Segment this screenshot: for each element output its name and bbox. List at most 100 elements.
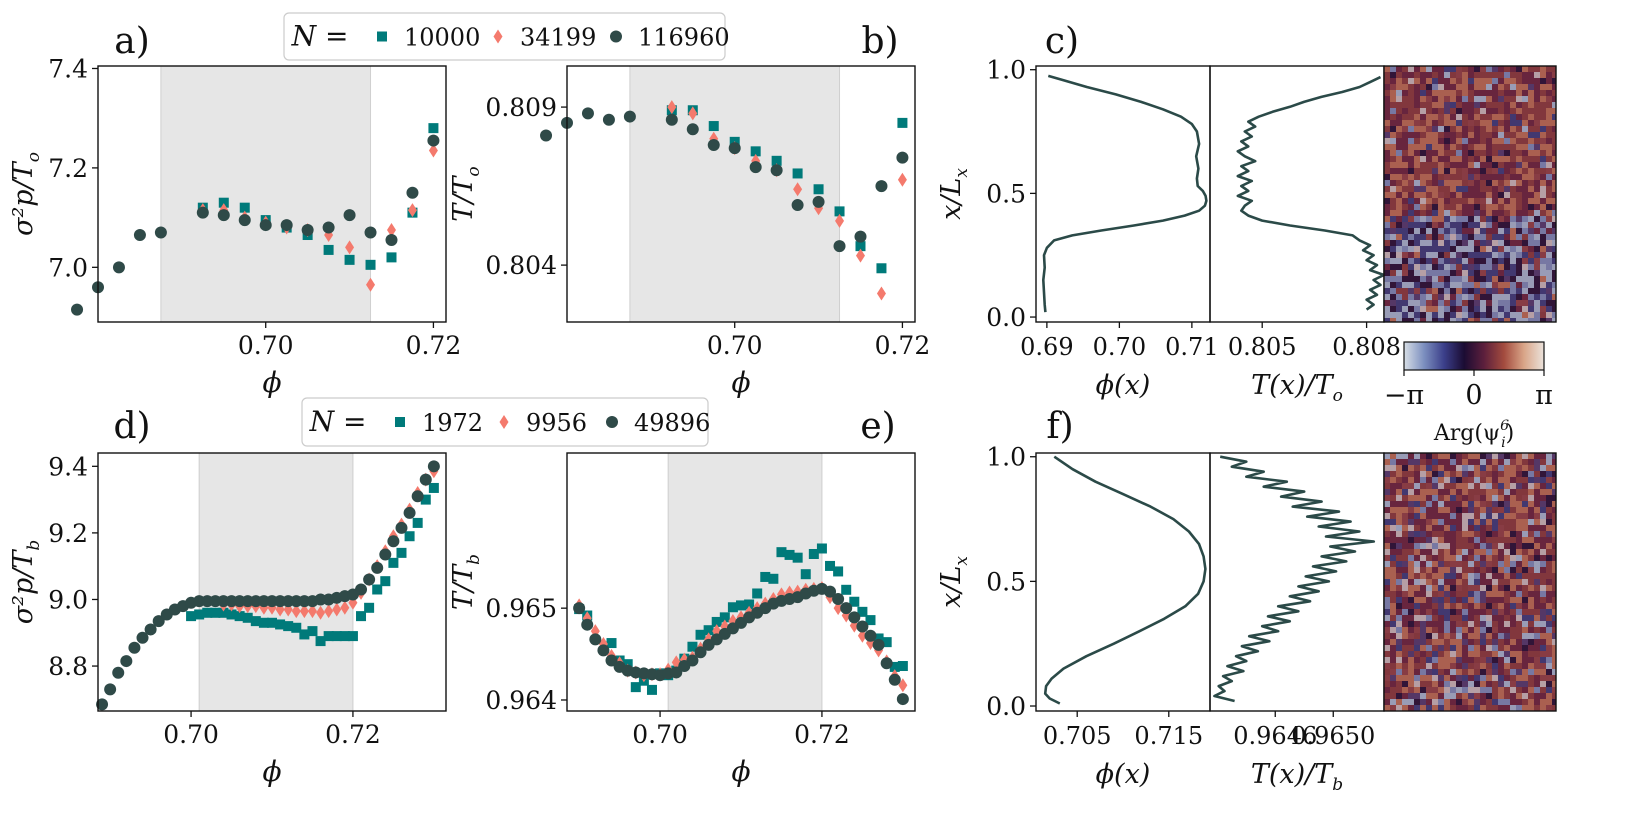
y-axis-label-text: x/Lx [936, 168, 972, 220]
panel-label-d: d) [113, 406, 150, 447]
data-point [792, 552, 803, 563]
axes-frame [566, 65, 916, 323]
colorbar-bar [1403, 341, 1545, 371]
y-tick-label: 0.964 [485, 686, 557, 715]
data-point [792, 168, 803, 179]
data-point [385, 233, 398, 246]
data-point [339, 631, 350, 642]
data-point [602, 113, 615, 126]
legend-entry-label: 49896 [634, 409, 710, 437]
y-axis-label: σ²p/Tb [8, 540, 44, 625]
x-tick-label: 0.72 [325, 720, 381, 749]
data-point [800, 569, 811, 580]
x-tick-label: 0.70 [163, 720, 219, 749]
data-point [581, 107, 594, 120]
data-point [366, 277, 376, 292]
data-point [888, 673, 901, 686]
data-point [356, 611, 367, 622]
x-tick-label: 0.70 [632, 720, 688, 749]
data-point [623, 110, 636, 123]
legend-2: N = 1972 9956 49896 [301, 397, 710, 447]
y-axis-label: x/Lx [936, 556, 972, 608]
x-axis-label: ϕ(x) [1096, 370, 1151, 401]
x-tick-label: 0.70 [1093, 333, 1146, 361]
y-tick-label: 0.5 [986, 567, 1026, 596]
data-point [768, 573, 779, 584]
y-tick-label: 9.2 [48, 519, 88, 548]
data-point [322, 221, 335, 234]
data-point [897, 661, 908, 672]
data-point [345, 240, 355, 255]
data-point [857, 606, 868, 617]
data-point [864, 629, 877, 642]
scatter-panel-a: 0.70 0.72 7.0 7.2 7.4 ϕ σ²p/To [8, 54, 461, 399]
coexistence-shade [199, 453, 353, 711]
profile-line [1213, 455, 1376, 703]
data-point [344, 254, 355, 265]
data-point [340, 600, 350, 615]
y-tick-label: 1.0 [986, 56, 1026, 85]
data-point [275, 619, 286, 630]
data-point [646, 684, 657, 695]
data-point [824, 585, 837, 598]
panel-label-e: e) [860, 406, 895, 447]
x-tick-label: 0.70 [707, 331, 763, 360]
data-point [372, 584, 383, 595]
data-point [865, 615, 876, 626]
data-point [630, 682, 641, 693]
y-axis-label: x/Lx [936, 168, 972, 220]
y-axis-label-text: x/Lx [936, 556, 972, 608]
data-point [833, 601, 843, 616]
profile-line [1043, 455, 1207, 705]
x-axis-label-text: T(x)/To [1251, 370, 1343, 406]
panel-label-f: f) [1046, 406, 1073, 447]
data-point [307, 626, 318, 637]
x-tick-label: 0.72 [794, 720, 850, 749]
data-point [120, 655, 133, 668]
y-axis-label: T/Tb [448, 554, 484, 610]
data-point [581, 618, 594, 631]
legend-entry-label: 116960 [638, 24, 730, 52]
data-point [234, 611, 245, 622]
data-point [849, 596, 860, 607]
data-point [687, 641, 698, 652]
x-axis-label: T(x)/To [1251, 370, 1343, 406]
axes-frame [1035, 452, 1211, 712]
data-point [343, 209, 356, 222]
data-point [670, 666, 683, 679]
legend-entry-label: 1972 [422, 409, 483, 437]
profile-left: 0.705 0.715 0.0 0.5 1.0 x/Lx ϕ(x) [936, 443, 1211, 790]
data-point [427, 460, 440, 473]
data-point [665, 113, 678, 126]
snapshot-texture [1384, 453, 1556, 711]
legend-entry-label: 10000 [404, 24, 480, 52]
data-point [283, 621, 294, 632]
y-tick-label: 8.8 [48, 652, 88, 681]
legend-entry-label: 34199 [520, 24, 596, 52]
data-point [667, 100, 677, 115]
data-point [112, 666, 125, 679]
snapshot-texture [1384, 459, 1552, 711]
x-tick-label: 0.705 [1043, 722, 1112, 750]
data-point [144, 623, 157, 636]
data-point [194, 609, 205, 620]
data-point [365, 259, 376, 270]
data-point [152, 615, 165, 628]
data-point [833, 240, 846, 253]
data-point [880, 657, 893, 670]
data-point [848, 611, 861, 624]
axes-frame [1035, 65, 1211, 323]
data-point [854, 230, 867, 243]
data-point [407, 203, 417, 218]
data-point [196, 206, 209, 219]
x-tick-label: 0.69 [1020, 333, 1073, 361]
y-tick-label: 7.2 [48, 154, 88, 183]
x-axis-label: ϕ [731, 366, 750, 399]
data-point [812, 195, 825, 208]
data-point [379, 548, 392, 561]
data-point [380, 576, 391, 587]
data-point [605, 654, 618, 667]
panel-label-c: c) [1045, 21, 1079, 62]
